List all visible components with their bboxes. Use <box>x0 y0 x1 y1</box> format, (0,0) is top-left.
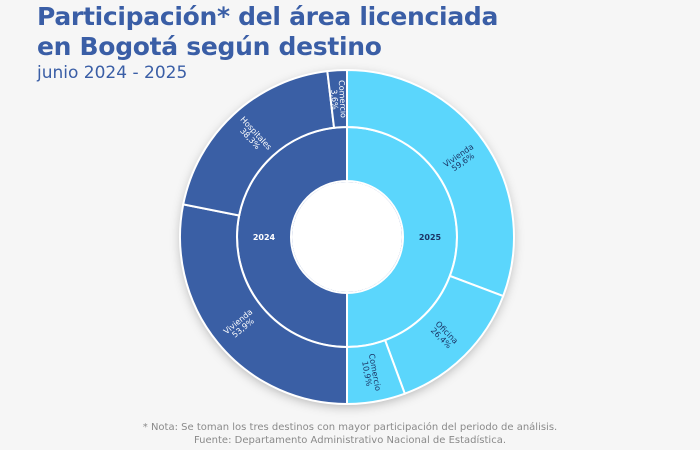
year-label-2024: 2024 <box>253 233 276 242</box>
chart-title: Participación* del área licenciada en Bo… <box>37 2 498 62</box>
chart-subtitle: junio 2024 - 2025 <box>37 63 188 83</box>
outer-segment-2024-comercio[interactable] <box>326 68 348 129</box>
center-hole <box>292 182 402 292</box>
footer-source: Fuente: Departamento Administrativo Naci… <box>193 435 507 446</box>
title-line-1: Participación* del área licenciada <box>37 2 499 31</box>
footer-note: * Nota: Se toman los tres destinos con m… <box>142 422 558 433</box>
segment-label: Comercio3,6% <box>329 80 348 119</box>
outer-segment-2024-vivienda[interactable] <box>179 203 348 406</box>
title-line-2: en Bogotá según destino <box>37 32 382 61</box>
outer-segment-2025-vivienda[interactable] <box>346 68 515 298</box>
year-label-2025: 2025 <box>419 233 442 242</box>
